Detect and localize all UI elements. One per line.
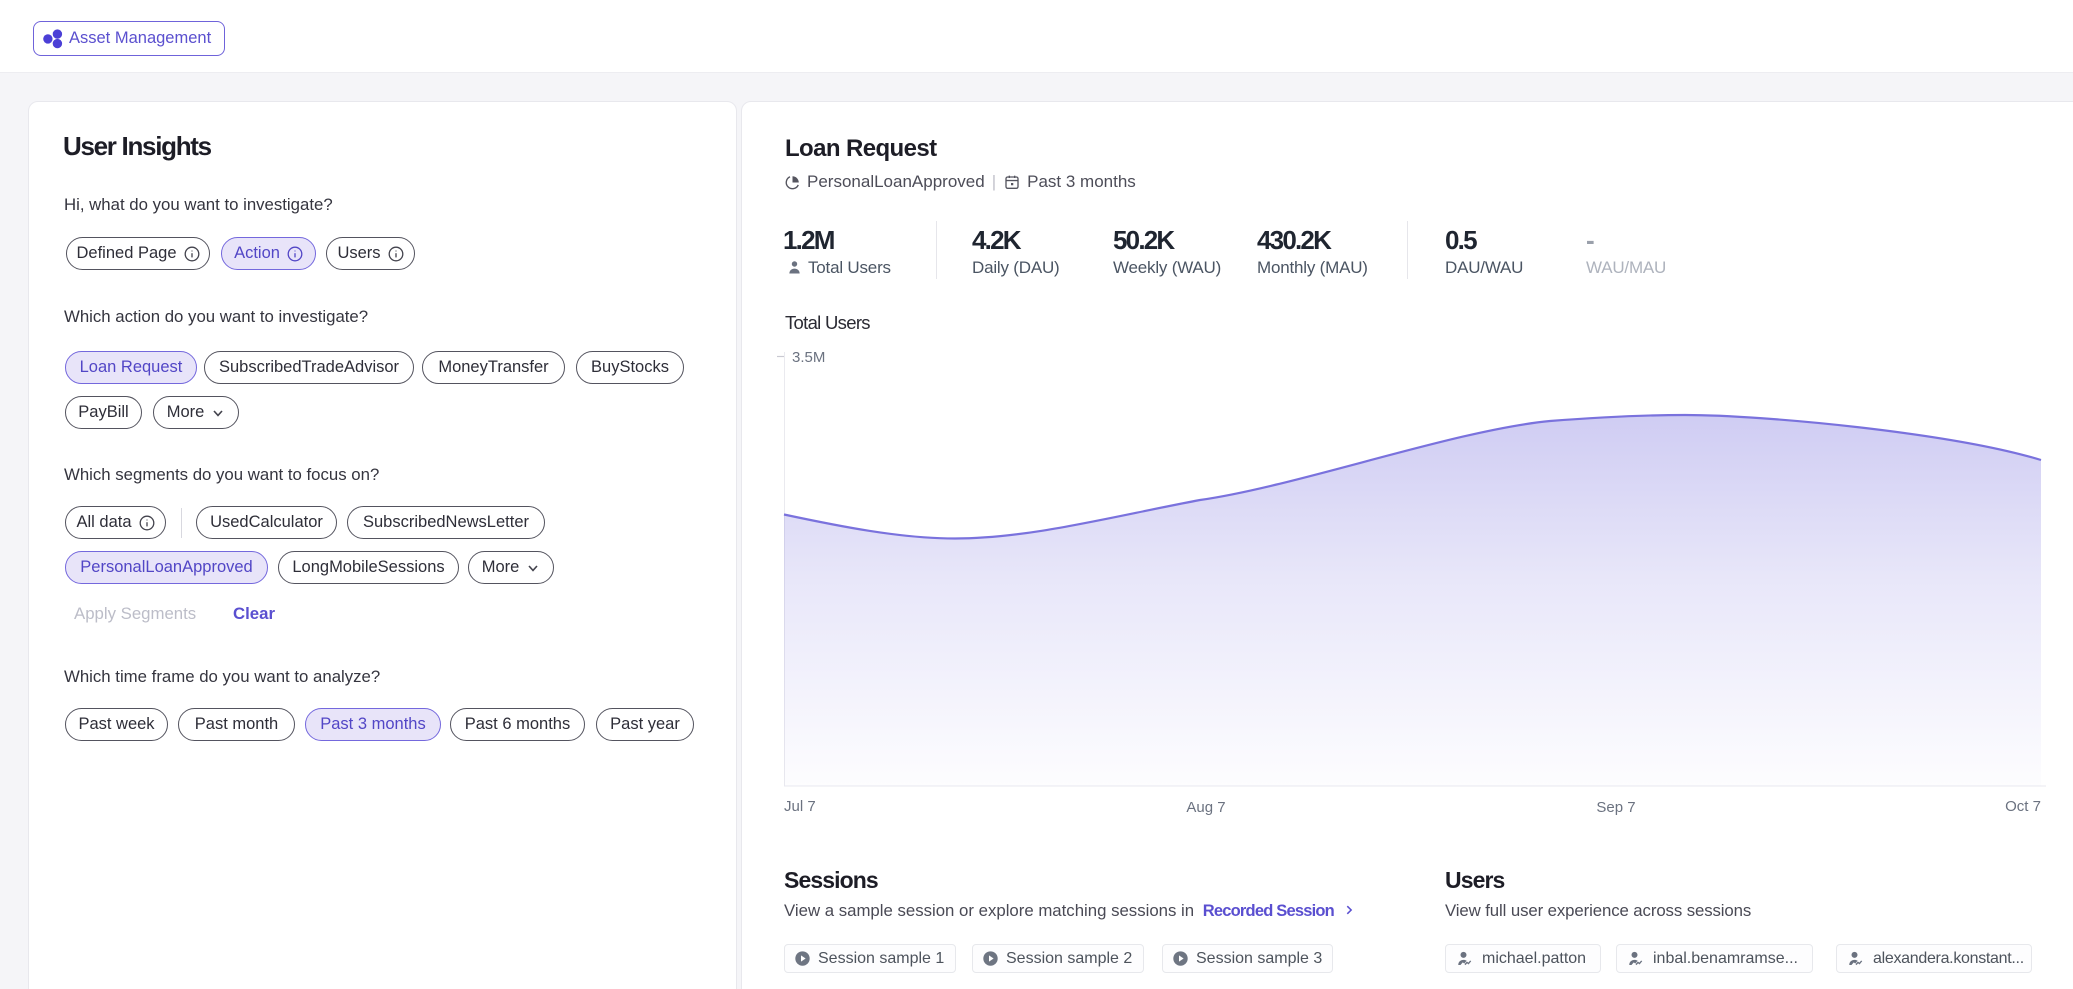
svg-text:3.5M: 3.5M [792, 349, 825, 366]
svg-text:Oct 7: Oct 7 [2005, 798, 2041, 815]
svg-text:Jul 7: Jul 7 [784, 798, 816, 815]
svg-text:Aug 7: Aug 7 [1186, 799, 1225, 816]
svg-text:Sep 7: Sep 7 [1596, 799, 1635, 816]
